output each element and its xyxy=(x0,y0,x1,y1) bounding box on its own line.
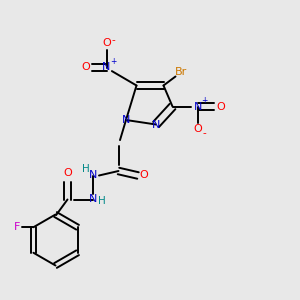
Text: H: H xyxy=(98,196,106,206)
Text: N: N xyxy=(89,170,97,181)
Text: O: O xyxy=(140,170,148,181)
Text: O: O xyxy=(81,62,90,73)
Text: N: N xyxy=(102,62,111,73)
Text: H: H xyxy=(82,164,89,174)
Text: +: + xyxy=(110,57,116,66)
Text: N: N xyxy=(122,115,130,125)
Text: -: - xyxy=(111,34,115,45)
Text: O: O xyxy=(216,101,225,112)
Text: N: N xyxy=(89,194,97,205)
Text: N: N xyxy=(194,101,202,112)
Text: O: O xyxy=(63,168,72,178)
Text: O: O xyxy=(194,124,202,134)
Text: +: + xyxy=(201,96,208,105)
Text: -: - xyxy=(203,128,206,138)
Text: O: O xyxy=(102,38,111,49)
Text: F: F xyxy=(14,222,20,232)
Text: Br: Br xyxy=(176,67,188,77)
Text: N: N xyxy=(152,119,160,130)
